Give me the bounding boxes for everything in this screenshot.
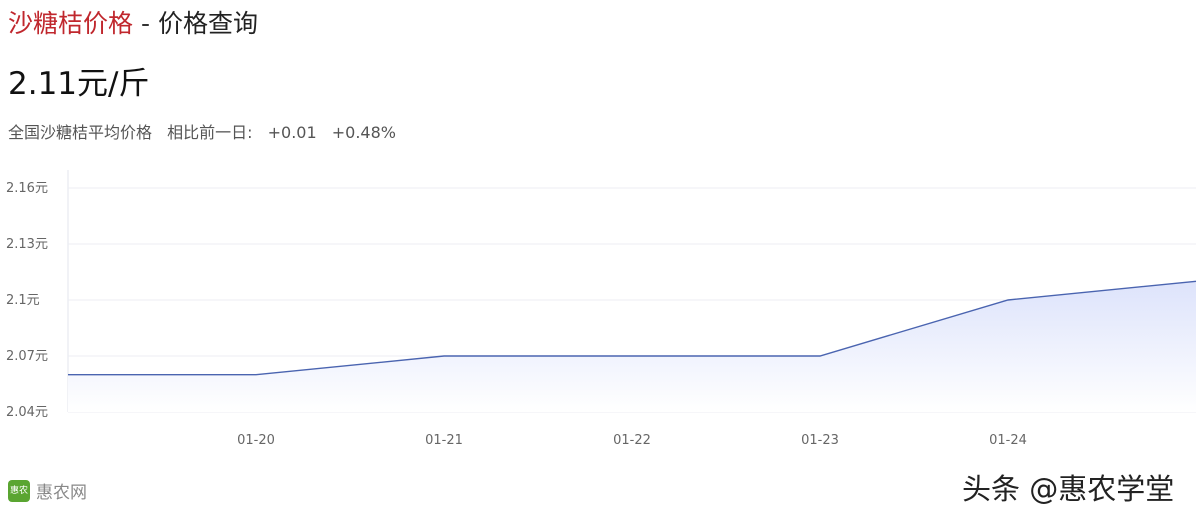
current-price: 2.11元/斤 bbox=[8, 66, 150, 102]
title-separator: - bbox=[133, 9, 158, 38]
y-tick-label: 2.13元 bbox=[6, 237, 48, 252]
summary-label: 全国沙糖桔平均价格 bbox=[8, 123, 153, 142]
data-point bbox=[1007, 299, 1010, 302]
data-point bbox=[443, 355, 446, 358]
x-tick-label: 01-20 bbox=[237, 433, 275, 448]
y-axis-labels: 2.04元 2.07元 2.1元 2.13元 2.16元 bbox=[6, 181, 48, 420]
watermark: 头条 @惠农学堂 bbox=[962, 472, 1175, 506]
logo-text: 惠农网 bbox=[36, 483, 87, 503]
compare-label: 相比前一日: bbox=[167, 123, 253, 142]
data-point bbox=[631, 355, 634, 358]
price-chart: 2.04元 2.07元 2.1元 2.13元 2.16元 01-20 01-21 01-22… bbox=[6, 170, 1198, 448]
data-point bbox=[819, 355, 822, 358]
y-tick-label: 2.07元 bbox=[6, 349, 48, 364]
page-title: 沙糖桔价格 - 价格查询 bbox=[8, 4, 258, 40]
y-tick-label: 2.04元 bbox=[6, 405, 48, 420]
y-tick-label: 2.16元 bbox=[6, 181, 48, 196]
title-rest: 价格查询 bbox=[157, 9, 258, 38]
y-tick-label: 2.1元 bbox=[6, 293, 40, 308]
change-abs: +0.01 bbox=[267, 123, 317, 142]
site-logo[interactable]: 惠农 惠农网 bbox=[8, 478, 87, 503]
series-area bbox=[68, 281, 1196, 412]
data-point bbox=[1195, 280, 1198, 283]
x-tick-label: 01-23 bbox=[801, 433, 839, 448]
title-highlight[interactable]: 沙糖桔价格 bbox=[8, 9, 134, 38]
data-point bbox=[255, 373, 258, 376]
series-line bbox=[68, 280, 1197, 376]
x-tick-label: 01-21 bbox=[425, 433, 463, 448]
data-point bbox=[67, 373, 70, 376]
price-summary: 全国沙糖桔平均价格 相比前一日: +0.01 +0.48% bbox=[8, 119, 406, 143]
x-tick-label: 01-24 bbox=[989, 433, 1027, 448]
change-pct: +0.48% bbox=[331, 123, 396, 142]
x-tick-label: 01-22 bbox=[613, 433, 651, 448]
x-axis-labels: 01-20 01-21 01-22 01-23 01-24 bbox=[237, 433, 1027, 448]
logo-icon: 惠农 bbox=[8, 479, 30, 502]
series-layer bbox=[67, 280, 1198, 412]
